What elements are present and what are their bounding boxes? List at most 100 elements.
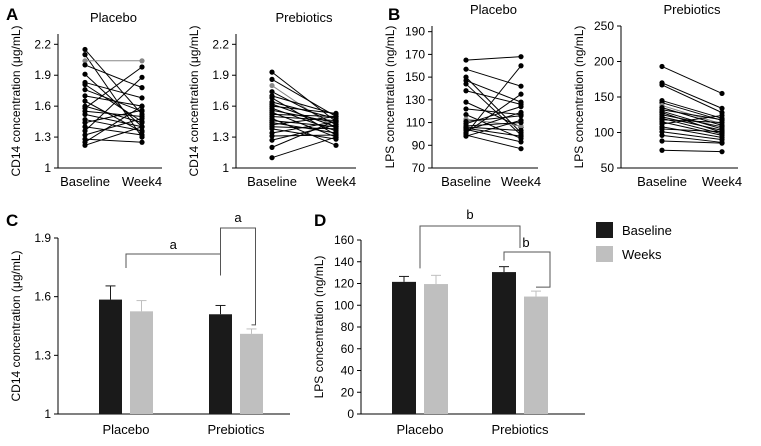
chart-b1-week4-point (518, 139, 524, 145)
chart-a1-baseline-point (82, 120, 88, 126)
chart-b1-y-tick-label: 190 (405, 25, 425, 39)
chart-a1-subject-line (84, 113, 143, 128)
chart-a1-subject-line (84, 138, 143, 143)
chart-b1-subject-line (465, 111, 522, 131)
chart-d-bar-baseline (392, 281, 416, 414)
chart-b1-baseline-point (463, 81, 469, 87)
legend-label-baseline: Baseline (622, 223, 672, 238)
chart-d-y-tick-label: 140 (334, 255, 354, 269)
chart-c-significance-bracket (220, 227, 256, 326)
chart-a1-week4-point (139, 95, 145, 101)
chart-b1-baseline-point (463, 57, 469, 63)
chart-b2-subject-line (661, 114, 723, 125)
panel-label-b: B (388, 5, 400, 24)
chart-a2-subject-line (271, 115, 337, 126)
chart-b1-subject-line (465, 68, 522, 87)
chart-a2-week4-point (333, 117, 339, 124)
chart-c-y-tick-label: 1.9 (34, 231, 51, 245)
chart-b2-y-tick-label: 150 (594, 90, 614, 104)
chart-b1-subject-line (465, 56, 522, 61)
chart-b1-baseline-point (463, 106, 469, 112)
chart-b2-baseline-point (659, 82, 665, 88)
chart-a2-baseline-point (269, 76, 275, 82)
chart-b1-y-tick-label: 150 (405, 70, 425, 84)
chart-d-y-tick-label: 120 (334, 277, 354, 291)
chart-b2-baseline-point (659, 132, 665, 138)
chart-b1-baseline-point (463, 133, 469, 139)
chart-a1-y-tick-label: 1.3 (34, 130, 51, 144)
chart-d-bar-baseline (492, 272, 516, 414)
chart-b2-subject-line (661, 119, 723, 124)
chart-c-x-tick-label: Placebo (103, 422, 150, 437)
chart-b2-week4-point (719, 112, 725, 119)
chart-a2-subject-line (271, 78, 337, 117)
chart-a1-week4-point (139, 128, 145, 134)
chart-d-y-tick-label: 80 (341, 320, 355, 334)
chart-b1-subject-line (465, 80, 522, 103)
chart-a1-baseline-point (82, 58, 88, 64)
chart-a2-y-tick-label: 1 (222, 161, 229, 175)
chart-a1-baseline-point (82, 142, 88, 148)
chart-a2-subject-line (271, 121, 337, 134)
chart-a2-baseline-point (269, 89, 275, 95)
chart-b1-y-tick-label: 110 (406, 116, 425, 130)
chart-d-bar-weeks (524, 296, 548, 414)
chart-b1-subject-line (465, 83, 522, 136)
chart-b1-y-tick-label: 130 (405, 93, 425, 107)
chart-d-y-tick-label: 60 (341, 342, 355, 356)
chart-a1-subject-line (84, 76, 143, 132)
chart-a1-subject-line (84, 126, 143, 146)
chart-a2-subject-line (271, 134, 337, 137)
chart-a1-week4-point (139, 107, 145, 113)
chart-d-x-tick-label: Prebiotics (491, 422, 549, 437)
panel-label-a: A (6, 5, 18, 24)
chart-b2-week4-point (719, 129, 725, 135)
chart-c-bar-weeks (130, 311, 153, 414)
chart-a1-week4-point (139, 74, 145, 80)
chart-a1-baseline-point (82, 46, 88, 53)
chart-d-significance-bracket (419, 225, 521, 269)
chart-a1-baseline-point (82, 128, 88, 134)
chart-a2-baseline-point (269, 126, 275, 132)
chart-a1-subject-line (84, 118, 143, 136)
chart-b2-baseline-point (659, 147, 665, 153)
chart-b1-baseline-point (463, 66, 469, 72)
chart-c-significance-label: a (234, 210, 242, 225)
chart-a1-subject-line (84, 105, 143, 124)
chart-a1-baseline-point (82, 98, 88, 104)
chart-d-y-tick-label: 20 (341, 385, 355, 399)
chart-a1-week4-point (139, 139, 145, 145)
chart-a2-title: Prebiotics (275, 10, 333, 25)
chart-a1-subject-line (84, 105, 143, 143)
chart-a2-subject-line (271, 109, 337, 124)
chart-a2-week4-point (333, 126, 339, 132)
chart-a2-y-tick-label: 2.2 (212, 37, 229, 51)
chart-a1-subject-line (84, 81, 143, 99)
chart-b2-x-tick-label: Week4 (702, 174, 742, 189)
chart-b2-x-tick-label: Baseline (637, 174, 687, 189)
chart-b2-y-tick-label: 250 (594, 19, 614, 33)
legend-swatch-baseline (596, 222, 613, 238)
chart-b1-subject-line (465, 134, 522, 150)
chart-a2-subject-line (271, 85, 337, 130)
chart-a1-y-tick-label: 1 (44, 161, 51, 175)
chart-c-x-tick-label: Prebiotics (207, 422, 265, 437)
chart-b2-week4-point (719, 105, 725, 111)
chart-b1-subject-line (465, 106, 522, 125)
chart-a2-subject-line (271, 120, 337, 148)
chart-b2-subject-line (661, 82, 723, 109)
chart-a1-week4-point (139, 64, 145, 70)
chart-b1-baseline-point (463, 99, 469, 105)
chart-a2-subject-line (271, 136, 337, 159)
chart-a1-subject-line (84, 110, 143, 117)
chart-a1-baseline-point (82, 124, 88, 130)
chart-a2-baseline-point (269, 82, 275, 89)
chart-d-bar-weeks (424, 284, 448, 414)
chart-a1-subject-line (84, 89, 143, 112)
legend-swatch-weeks (596, 246, 613, 262)
chart-c-significance-label: a (170, 237, 178, 252)
chart-a2-subject-line (271, 115, 337, 122)
chart-a2-y-axis-title: CD14 concentration (μg/mL) (187, 26, 201, 177)
chart-b1-x-tick-label: Baseline (441, 174, 491, 189)
